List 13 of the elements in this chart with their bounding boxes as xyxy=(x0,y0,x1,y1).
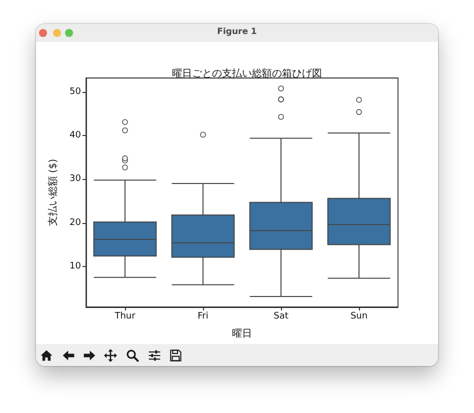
caption: Figure 1 xyxy=(216,27,258,38)
x-axis-title: 曜日 xyxy=(232,328,252,340)
y-tick-label: 10 xyxy=(70,261,82,272)
y-tick-label: 50 xyxy=(70,86,82,97)
x-tick-label: Thur xyxy=(114,312,136,322)
y-tick-label: 40 xyxy=(70,130,82,141)
x-tick-label: Fri xyxy=(198,312,208,322)
chart-title: 曜日ごとの支払い総額の箱ひげ図 xyxy=(172,68,322,80)
y-tick-label: 20 xyxy=(70,218,82,228)
x-tick-label: Sun xyxy=(350,312,368,322)
x-tick-label: Sat xyxy=(274,312,289,322)
y-axis-title: 支払い総額 ($) xyxy=(47,158,60,226)
y-tick-label: 30 xyxy=(70,174,82,184)
